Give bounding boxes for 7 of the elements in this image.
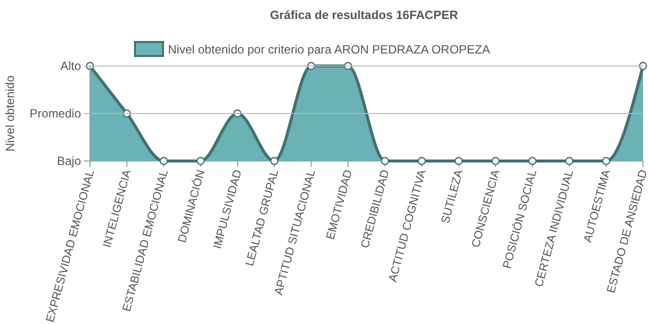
ref-line-label: Alto <box>60 59 82 73</box>
chart-title: Gráfica de resultados 16FACPER <box>270 8 458 22</box>
ref-line-label: Promedio <box>30 106 82 120</box>
text: Bajo <box>56 154 82 168</box>
y-axis-title: Nivel obtenido <box>3 75 17 152</box>
x-tick-label: LEALTAD GRUPAL <box>244 168 282 268</box>
series-label: Nivel obtenido por criterio para ARON PEDRAZA OROPEZA <box>168 42 490 56</box>
